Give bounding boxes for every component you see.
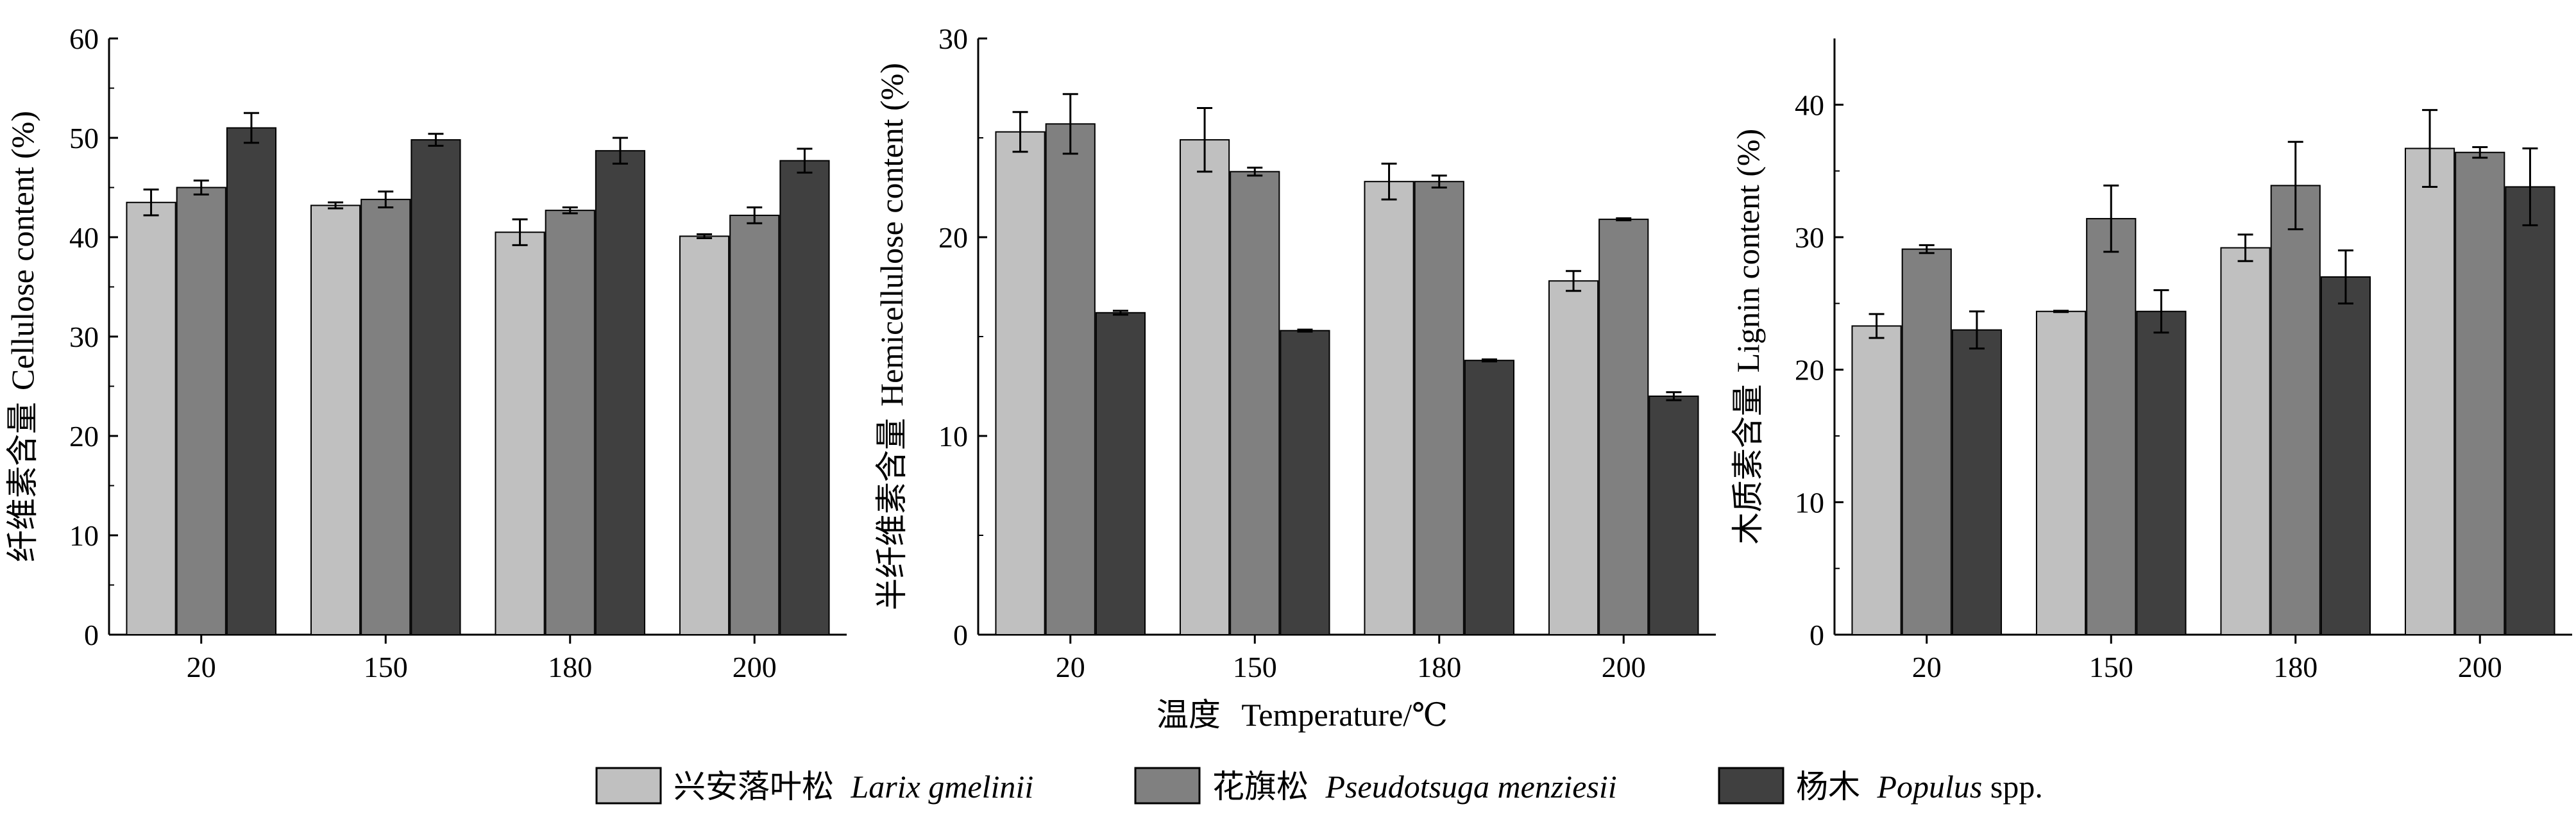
legend-populus-zh: 杨木 <box>1796 769 1860 805</box>
lignin-bar-populus <box>2320 276 2371 635</box>
cellulose-y-axis-title-zh: 纤维素含量 <box>4 402 40 562</box>
hemicellulose-y-tick-label: 20 <box>938 221 968 254</box>
hemicellulose-panel: 0 10 20 30 20 150 180 200 半纤维素含量 Hemicellulose co… <box>874 22 1716 683</box>
lignin-x-tick-label: 180 <box>2273 651 2318 683</box>
cellulose-bar-larix <box>310 205 361 635</box>
cellulose-bar-pseudotsuga <box>545 210 595 635</box>
hemicellulose-y-axis-title-en: Hemicellulose content (%) <box>874 63 910 406</box>
hemicellulose-bar-populus <box>1464 360 1515 635</box>
cellulose-x-tick-label: 150 <box>364 651 408 683</box>
lignin-bar-pseudotsuga <box>1901 248 1952 636</box>
cellulose-y-tick-label: 0 <box>84 619 99 651</box>
x-axis-title-en: Temperature/℃ <box>1241 697 1448 733</box>
cellulose-bar-pseudotsuga <box>360 199 411 636</box>
lignin-bar-larix <box>1851 325 1902 635</box>
hemicellulose-y-axis-title-zh: 半纤维素含量 <box>874 418 910 610</box>
lignin-x-tick-label: 20 <box>1912 651 1942 683</box>
lignin-bar-pseudotsuga <box>2086 218 2137 636</box>
legend-label-larix: 兴安落叶松 Larix gmelinii <box>674 769 1033 805</box>
hemicellulose-x-tick-label: 200 <box>1602 651 1646 683</box>
lignin-y-axis-title: 木质素含量 Lignin content (%) <box>1730 129 1766 544</box>
legend-label-pseudotsuga: 花旗松 Pseudotsuga menziesii <box>1212 769 1617 805</box>
cellulose-panel: 0 10 20 30 40 50 60 20 150 180 200 纤维素含量 Cellulose c… <box>4 22 847 683</box>
lignin-bar-pseudotsuga <box>2270 185 2321 635</box>
cellulose-bar-populus <box>595 150 646 635</box>
hemicellulose-bar-larix <box>1179 139 1230 636</box>
cellulose-bar-larix <box>126 201 176 635</box>
hemicellulose-bar-larix <box>995 131 1046 635</box>
cellulose-y-tick-label: 30 <box>69 321 99 353</box>
legend-swatch-pseudotsuga <box>1134 767 1201 805</box>
legend-pseudotsuga-zh: 花旗松 <box>1212 769 1309 805</box>
cellulose-bar-pseudotsuga <box>176 187 226 635</box>
legend-populus-latin: Populus <box>1877 769 1983 805</box>
hemicellulose-bar-larix <box>1364 181 1414 635</box>
cellulose-bar-populus <box>226 127 277 635</box>
lignin-panel: 0 10 20 30 40 20 150 180 200 木质素含量 Lignin content … <box>1730 38 2572 683</box>
hemicellulose-bar-populus <box>1095 312 1146 635</box>
lignin-y-tick-label: 30 <box>1795 221 1824 254</box>
x-axis-title: 温度 Temperature/℃ <box>1157 697 1448 733</box>
hemicellulose-bar-pseudotsuga <box>1230 171 1280 635</box>
hemicellulose-y-tick-label: 30 <box>938 22 968 55</box>
hemicellulose-x-tick-label: 150 <box>1233 651 1277 683</box>
legend: 兴安落叶松 Larix gmelinii 花旗松 Pseudotsuga men… <box>595 767 2043 805</box>
legend-swatch-larix <box>595 767 662 805</box>
cellulose-bar-populus <box>411 139 461 636</box>
cellulose-bar-larix <box>679 235 730 635</box>
cellulose-y-tick-label: 20 <box>69 420 99 453</box>
hemicellulose-bar-pseudotsuga <box>1045 123 1096 636</box>
cellulose-bar-populus <box>779 160 830 635</box>
lignin-bar-larix <box>2220 247 2271 635</box>
lignin-x-tick-label: 200 <box>2458 651 2502 683</box>
legend-populus-suffix: spp. <box>1990 769 2043 805</box>
cellulose-x-tick-label: 20 <box>187 651 216 683</box>
lignin-y-axis-title-en: Lignin content (%) <box>1730 129 1766 372</box>
lignin-y-tick-label: 10 <box>1795 486 1824 519</box>
cellulose-x-tick-label: 200 <box>733 651 777 683</box>
lignin-y-tick-label: 20 <box>1795 354 1824 387</box>
cellulose-y-tick-label: 50 <box>69 122 99 155</box>
cellulose-y-axis-title-en: Cellulose content (%) <box>4 111 40 390</box>
legend-label-populus: 杨木 Populus spp. <box>1796 769 2043 805</box>
cellulose-y-axis-title: 纤维素含量 Cellulose content (%) <box>4 111 40 562</box>
hemicellulose-y-tick-label: 0 <box>953 619 968 651</box>
hemicellulose-bar-pseudotsuga <box>1414 181 1464 635</box>
cellulose-bar-larix <box>495 231 545 635</box>
x-axis-title-zh: 温度 <box>1157 697 1221 733</box>
hemicellulose-x-tick-label: 180 <box>1417 651 1461 683</box>
hemicellulose-bar-populus <box>1280 330 1330 635</box>
lignin-bar-populus <box>2136 310 2187 635</box>
lignin-x-tick-label: 150 <box>2089 651 2133 683</box>
legend-swatch-populus <box>1718 767 1784 805</box>
lignin-bar-pseudotsuga <box>2455 151 2505 635</box>
cellulose-y-tick-label: 10 <box>69 519 99 552</box>
cellulose-bar-pseudotsuga <box>729 214 780 635</box>
hemicellulose-x-tick-label: 20 <box>1056 651 1085 683</box>
hemicellulose-bar-populus <box>1648 396 1699 635</box>
legend-larix-latin: Larix gmelinii <box>851 769 1034 805</box>
hemicellulose-y-tick-label: 10 <box>938 420 968 453</box>
lignin-y-axis-title-zh: 木质素含量 <box>1730 384 1766 544</box>
lignin-bar-populus <box>2505 186 2555 635</box>
hemicellulose-y-axis-title: 半纤维素含量 Hemicellulose content (%) <box>874 63 910 610</box>
lignin-bar-populus <box>1951 329 2003 636</box>
cellulose-x-tick-label: 180 <box>548 651 592 683</box>
legend-pseudotsuga-latin: Pseudotsuga menziesii <box>1325 769 1617 805</box>
hemicellulose-bar-larix <box>1548 280 1599 635</box>
cellulose-y-tick-label: 40 <box>69 221 99 254</box>
lignin-y-tick-label: 0 <box>1809 619 1824 651</box>
cellulose-y-tick-label: 60 <box>69 22 99 55</box>
lignin-bar-larix <box>2404 147 2455 636</box>
lignin-bar-larix <box>2035 310 2087 635</box>
lignin-y-tick-label: 40 <box>1795 88 1824 121</box>
legend-larix-zh: 兴安落叶松 <box>674 769 834 805</box>
hemicellulose-bar-pseudotsuga <box>1598 219 1649 636</box>
